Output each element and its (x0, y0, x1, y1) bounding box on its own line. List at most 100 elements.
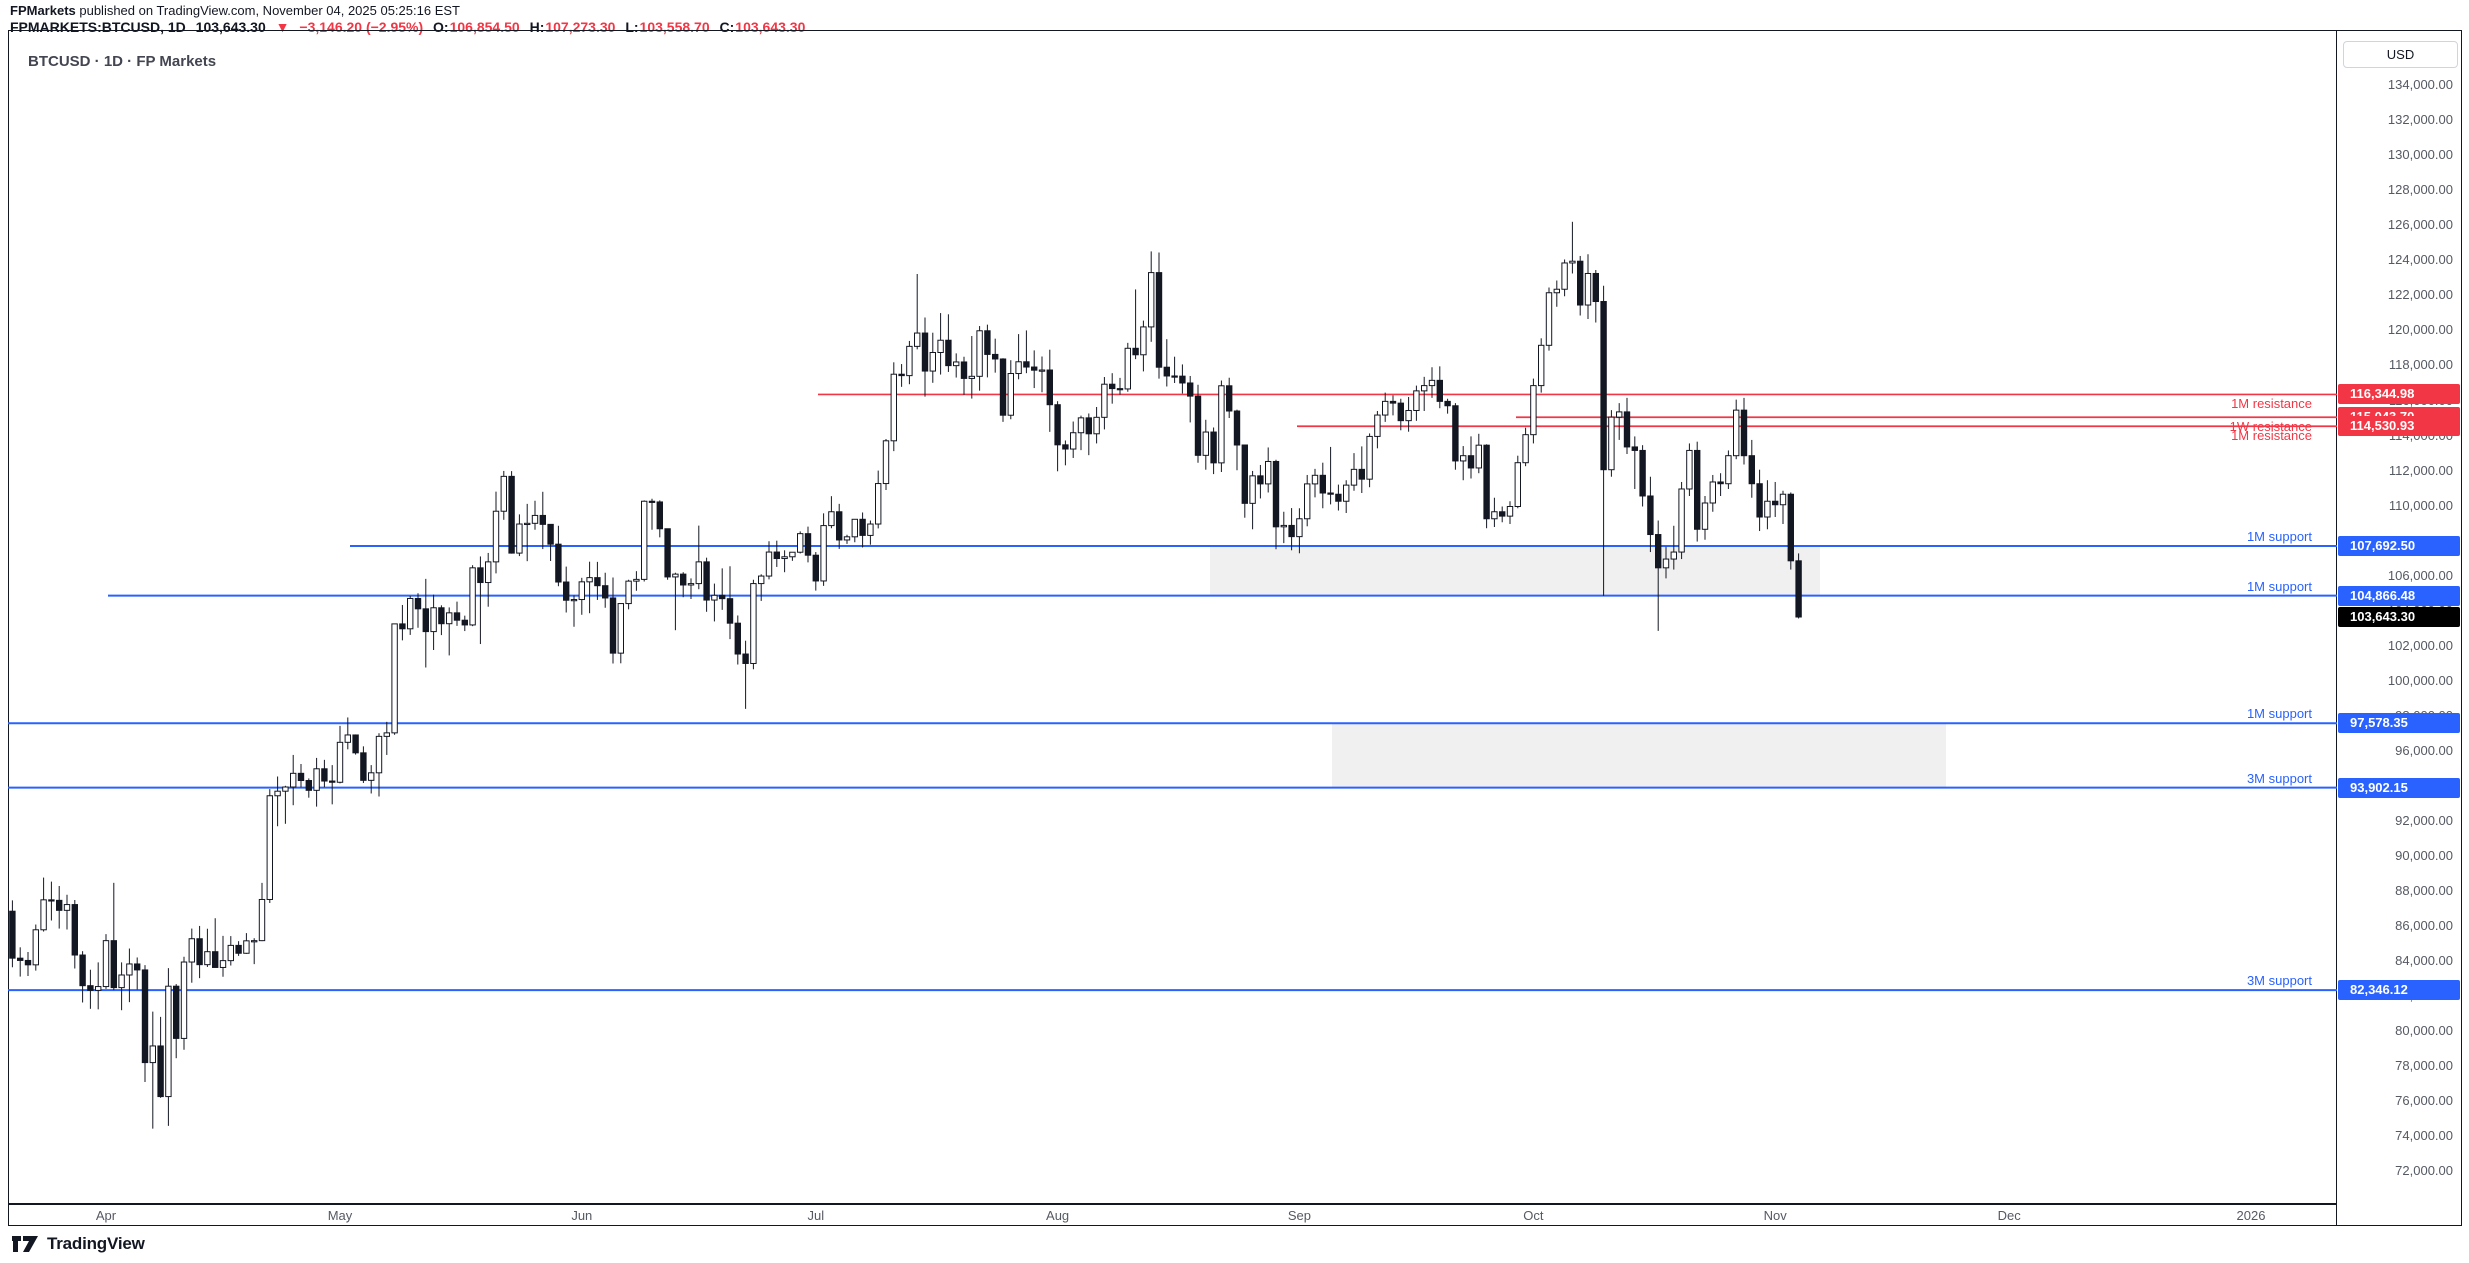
tradingview-logo[interactable]: TradingView (12, 1234, 145, 1254)
candle-body (414, 597, 422, 610)
candle-body (758, 575, 765, 585)
candle-body (703, 561, 710, 601)
candle-body (609, 597, 617, 654)
candle-body (134, 963, 141, 971)
candle-body (1218, 385, 1225, 464)
close-value: 103,643.30 (735, 19, 806, 35)
candle-body (63, 904, 71, 911)
candle-body (578, 581, 585, 601)
candle-body (999, 358, 1007, 416)
support-label: 3M support (2246, 770, 2312, 786)
candle-body (1233, 410, 1241, 446)
candle-body (313, 768, 320, 791)
candle-body (1171, 375, 1178, 378)
candle-body (1475, 444, 1482, 469)
candle-body (1748, 455, 1755, 485)
candle-body (422, 608, 430, 633)
candle-body (945, 339, 952, 367)
candle-body (992, 353, 999, 360)
candle-body (680, 573, 687, 586)
candle-body (804, 533, 812, 556)
candle-body (1506, 505, 1514, 517)
candle-body (407, 597, 414, 630)
candle-body (929, 351, 936, 372)
candle-body (1015, 361, 1022, 375)
candle-body (1311, 474, 1319, 485)
candle-body (1187, 382, 1194, 397)
candle-body (1631, 446, 1638, 451)
candle-body (1085, 417, 1092, 435)
candle-body (672, 573, 679, 578)
candle-body (1304, 483, 1311, 520)
candle-body (329, 780, 336, 783)
price-tick-label: 78,000.00 (2395, 1058, 2453, 1074)
candle-body (1350, 468, 1358, 486)
high-value: 107,273.30 (545, 19, 616, 35)
resistance-label: 1W resistance (2229, 419, 2312, 435)
price-tick-label: 92,000.00 (2395, 812, 2453, 828)
candle-body (110, 940, 117, 989)
candle-body (656, 501, 663, 530)
candle-body (960, 361, 968, 379)
time-axis-label: Nov (1763, 1208, 1787, 1223)
candle-body (1038, 369, 1046, 372)
support-price-chip: 82,346.12 (2338, 980, 2460, 1001)
candle-body (867, 523, 874, 536)
candle-body (1101, 383, 1108, 418)
attribution-line: FPMarkets published on TradingView.com, … (10, 3, 460, 18)
candle-body (344, 734, 352, 743)
time-axis-label: Jun (571, 1208, 593, 1223)
support-price-chip: 93,902.15 (2338, 777, 2460, 798)
time-axis-label: Apr (95, 1208, 117, 1223)
time-axis (8, 1204, 2337, 1226)
candle-body (1249, 475, 1256, 504)
candle-body (594, 577, 601, 587)
candle-body (1054, 404, 1061, 446)
candle-body (1795, 560, 1802, 618)
candle-body (1639, 449, 1646, 497)
candle-body (859, 518, 866, 536)
time-axis-label: Dec (1997, 1208, 2021, 1223)
open-value: 106,854.50 (449, 19, 520, 35)
candle-body (1717, 481, 1724, 485)
candle-body (1046, 369, 1053, 406)
price-tick-label: 86,000.00 (2395, 918, 2453, 934)
publisher-name: FPMarkets (10, 3, 76, 18)
candle-body (898, 373, 905, 377)
candle-body (1460, 455, 1467, 462)
candle-body (9, 910, 16, 959)
candle-body (570, 599, 578, 602)
candle-body (1140, 326, 1147, 356)
candle-body (258, 898, 266, 942)
price-tick-label: 106,000.00 (2387, 567, 2453, 583)
candle-body (968, 375, 975, 379)
price-tick-label: 110,000.00 (2388, 497, 2453, 513)
support-price-chip: 97,578.35 (2338, 713, 2460, 734)
candle-body (937, 339, 944, 353)
candle-body (243, 940, 250, 954)
candle-body (438, 607, 445, 625)
currency-button[interactable]: USD (2343, 41, 2458, 68)
candle-body (102, 940, 110, 988)
support-price-chip: 107,692.50 (2338, 536, 2460, 557)
candle-body (1694, 449, 1701, 530)
candle-body (625, 580, 632, 605)
candle-body (1514, 462, 1521, 507)
price-tick-label: 76,000.00 (2395, 1093, 2453, 1109)
candle-body (812, 554, 819, 582)
candle-body (1335, 493, 1342, 502)
candle-body (539, 514, 546, 525)
attribution-text: published on TradingView.com, November 0… (75, 3, 460, 18)
candle-body (1358, 468, 1365, 480)
candle-body (165, 985, 172, 1098)
candle-body (1382, 400, 1389, 416)
candle-body (1608, 416, 1615, 471)
price-tick-label: 130,000.00 (2387, 147, 2453, 163)
candle-body (1257, 475, 1264, 485)
candle-body (1772, 500, 1779, 506)
candle-body (828, 511, 835, 527)
candle-body (1226, 385, 1233, 412)
candle-body (1428, 379, 1436, 387)
candle-body (1733, 409, 1740, 457)
